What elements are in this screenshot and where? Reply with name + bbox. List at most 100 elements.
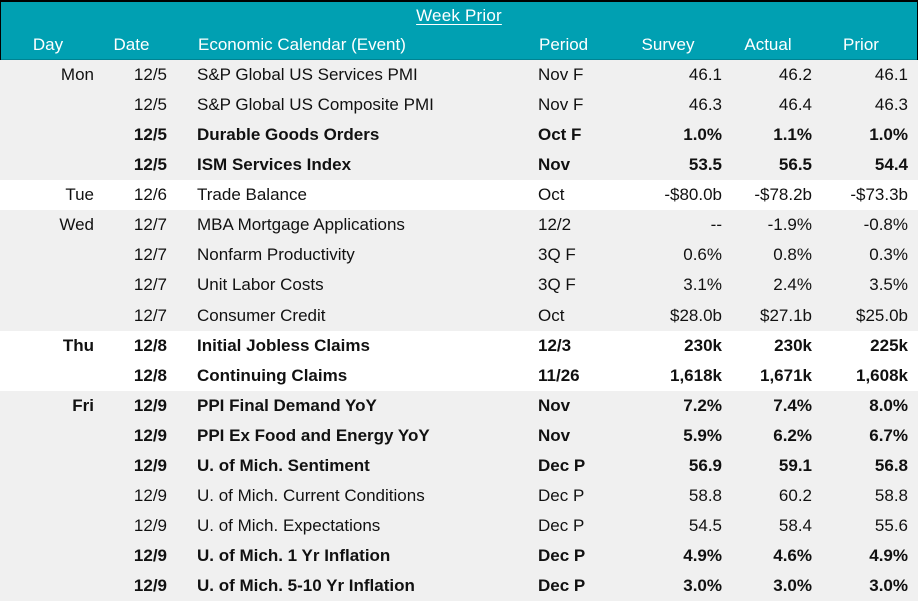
column-header-prior: Prior — [843, 35, 879, 55]
cell-event: Unit Labor Costs — [197, 275, 324, 295]
cell-actual: 60.2 — [778, 485, 812, 505]
table-row: 12/7 Nonfarm Productivity 3Q F 0.6% 0.8%… — [0, 240, 918, 271]
cell-survey: 230k — [684, 335, 722, 355]
column-header-actual: Actual — [744, 35, 792, 55]
column-header-period: Period — [539, 35, 589, 55]
cell-period: Nov — [538, 155, 571, 175]
table-row: 12/5 Durable Goods Orders Oct F 1.0% 1.1… — [0, 120, 918, 151]
table-header: Week Prior Day Date Economic Calendar (E… — [0, 0, 918, 60]
cell-actual: -1.9% — [767, 215, 812, 235]
cell-date: 12/9 — [133, 425, 167, 445]
table-row: 12/9 U. of Mich. 1 Yr Inflation Dec P 4.… — [0, 541, 918, 572]
cell-date: 12/9 — [133, 515, 167, 535]
cell-actual: 6.2% — [773, 425, 812, 445]
table-row: 12/5 S&P Global US Composite PMI Nov F 4… — [0, 90, 918, 121]
title-row: Week Prior — [1, 2, 917, 30]
cell-prior: 8.0% — [869, 395, 908, 415]
table-row: Tue 12/6 Trade Balance Oct -$80.0b -$78.… — [0, 180, 918, 211]
cell-actual: 46.4 — [778, 95, 812, 115]
cell-period: Nov F — [538, 95, 584, 115]
cell-prior: 225k — [870, 335, 908, 355]
cell-period: Oct F — [538, 125, 582, 145]
cell-date: 12/8 — [133, 335, 167, 355]
cell-prior: 0.3% — [869, 245, 908, 265]
cell-period: Dec P — [538, 576, 586, 596]
cell-period: Dec P — [538, 546, 586, 566]
cell-prior: 56.8 — [874, 455, 908, 475]
cell-date: 12/7 — [133, 245, 167, 265]
cell-prior: 4.9% — [869, 546, 908, 566]
cell-event: U. of Mich. 5-10 Yr Inflation — [197, 576, 415, 596]
cell-period: Nov F — [538, 65, 584, 85]
cell-actual: 4.6% — [773, 546, 812, 566]
cell-event: Durable Goods Orders — [197, 125, 380, 145]
cell-survey: 46.3 — [688, 95, 722, 115]
cell-actual: 1,671k — [760, 365, 812, 385]
cell-prior: $25.0b — [856, 305, 908, 325]
table-row: 12/9 U. of Mich. Current Conditions Dec … — [0, 480, 918, 511]
cell-date: 12/5 — [133, 125, 167, 145]
cell-date: 12/9 — [133, 546, 167, 566]
cell-date: 12/9 — [133, 576, 167, 596]
cell-date: 12/9 — [133, 485, 167, 505]
cell-event: Consumer Credit — [197, 305, 326, 325]
cell-survey: 4.9% — [683, 546, 722, 566]
cell-event: U. of Mich. Current Conditions — [197, 485, 425, 505]
cell-survey: 0.6% — [683, 245, 722, 265]
column-header-row: Day Date Economic Calendar (Event) Perio… — [1, 30, 917, 60]
cell-survey: 1.0% — [683, 125, 722, 145]
table-row: 12/7 Unit Labor Costs 3Q F 3.1% 2.4% 3.5… — [0, 270, 918, 301]
cell-period: 11/26 — [538, 365, 580, 385]
cell-date: 12/5 — [133, 95, 167, 115]
cell-period: 12/3 — [538, 335, 572, 355]
cell-actual: 2.4% — [773, 275, 812, 295]
cell-period: Dec P — [538, 515, 585, 535]
cell-survey: -$80.0b — [664, 185, 722, 205]
cell-prior: 1,608k — [856, 365, 908, 385]
cell-event: PPI Final Demand YoY — [197, 395, 377, 415]
cell-period: 12/2 — [538, 215, 572, 235]
cell-survey: 56.9 — [688, 455, 722, 475]
cell-date: 12/8 — [133, 365, 167, 385]
cell-actual: 3.0% — [773, 576, 812, 596]
table-title: Week Prior — [416, 6, 502, 26]
cell-actual: 1.1% — [773, 125, 812, 145]
cell-event: Trade Balance — [197, 185, 307, 205]
cell-event: PPI Ex Food and Energy YoY — [197, 425, 430, 445]
cell-day: Wed — [59, 215, 94, 235]
cell-period: Oct — [538, 305, 565, 325]
cell-period: Oct — [538, 185, 565, 205]
table-row: 12/7 Consumer Credit Oct $28.0b $27.1b $… — [0, 300, 918, 331]
column-header-date: Date — [113, 35, 150, 55]
table-row: 12/8 Continuing Claims 11/26 1,618k 1,67… — [0, 360, 918, 391]
cell-prior: 1.0% — [869, 125, 908, 145]
cell-actual: 59.1 — [778, 455, 812, 475]
table-row: Fri 12/9 PPI Final Demand YoY Nov 7.2% 7… — [0, 390, 918, 421]
cell-date: 12/7 — [133, 305, 167, 325]
cell-event: U. of Mich. Expectations — [197, 515, 381, 535]
cell-actual: 56.5 — [778, 155, 812, 175]
column-header-day: Day — [32, 35, 64, 55]
table-row: Wed 12/7 MBA Mortgage Applications 12/2 … — [0, 210, 918, 241]
cell-actual: 46.2 — [778, 65, 812, 85]
cell-prior: -0.8% — [863, 215, 908, 235]
cell-day: Fri — [72, 395, 94, 415]
cell-survey: 53.5 — [688, 155, 722, 175]
cell-event: S&P Global US Services PMI — [197, 65, 418, 85]
table-row: Mon 12/5 S&P Global US Services PMI Nov … — [0, 60, 918, 91]
cell-period: Dec P — [538, 485, 585, 505]
cell-date: 12/5 — [133, 65, 167, 85]
cell-event: U. of Mich. 1 Yr Inflation — [197, 546, 391, 566]
cell-prior: 58.8 — [874, 485, 908, 505]
cell-period: Nov — [538, 395, 571, 415]
cell-day: Thu — [62, 335, 94, 355]
cell-actual: 7.4% — [773, 395, 812, 415]
cell-date: 12/9 — [133, 395, 167, 415]
cell-prior: -$73.3b — [850, 185, 908, 205]
cell-date: 12/9 — [133, 455, 167, 475]
table-row: 12/9 PPI Ex Food and Energy YoY Nov 5.9%… — [0, 420, 918, 451]
cell-actual: 58.4 — [778, 515, 812, 535]
cell-actual: 230k — [774, 335, 812, 355]
table-row: Thu 12/8 Initial Jobless Claims 12/3 230… — [0, 330, 918, 361]
cell-actual: -$78.2b — [754, 185, 812, 205]
